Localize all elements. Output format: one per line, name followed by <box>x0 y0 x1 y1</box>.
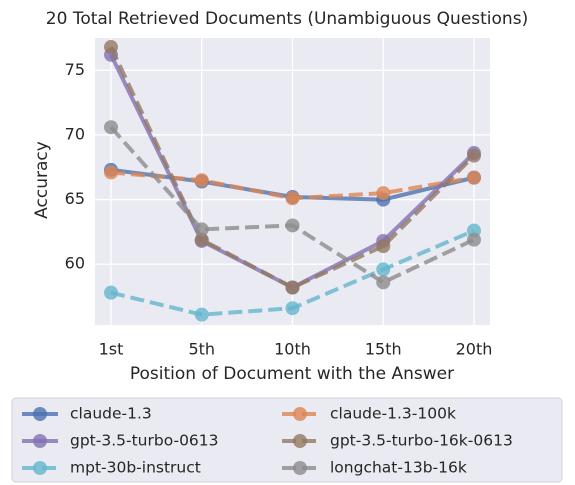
data-point <box>194 307 209 322</box>
legend-label: gpt-3.5-turbo-16k-0613 <box>330 432 513 450</box>
y-tick-label: 60 <box>65 254 85 273</box>
x-tick-label: 15th <box>365 340 402 359</box>
data-point <box>194 173 209 188</box>
legend-marker <box>33 434 47 448</box>
legend-marker <box>293 461 307 475</box>
x-tick-label: 1st <box>99 340 124 359</box>
x-tick-label: 20th <box>456 340 493 359</box>
data-point <box>194 222 209 237</box>
data-point <box>376 275 391 290</box>
x-tick-label: 5th <box>188 340 215 359</box>
chart-title: 20 Total Retrieved Documents (Unambiguou… <box>46 9 528 29</box>
data-point <box>104 120 118 135</box>
data-point <box>194 232 209 247</box>
y-tick-label: 75 <box>65 60 85 79</box>
legend-label: gpt-3.5-turbo-0613 <box>70 432 219 450</box>
data-point <box>104 165 118 180</box>
legend-label: claude-1.3 <box>70 405 152 423</box>
y-axis-label: Accuracy <box>32 141 52 219</box>
legend-marker <box>293 434 307 448</box>
legend-marker <box>33 407 47 421</box>
data-point <box>376 262 391 277</box>
legend-label: mpt-30b-instruct <box>70 459 201 477</box>
data-point <box>285 191 300 206</box>
data-point <box>376 239 391 254</box>
data-point <box>104 285 118 300</box>
legend-marker <box>33 461 47 475</box>
data-point <box>467 170 481 185</box>
data-point <box>467 148 481 163</box>
y-tick-label: 65 <box>65 189 85 208</box>
x-axis-label: Position of Document with the Answer <box>130 364 454 384</box>
data-point <box>104 40 118 55</box>
legend-marker <box>293 407 307 421</box>
legend-label: longchat-13b-16k <box>330 459 467 477</box>
legend-label: claude-1.3-100k <box>330 405 456 423</box>
data-point <box>285 301 300 316</box>
data-point <box>285 280 300 295</box>
y-tick-label: 70 <box>65 124 85 143</box>
data-point <box>467 232 481 247</box>
data-point <box>285 218 300 233</box>
data-point <box>376 186 391 201</box>
x-tick-label: 10th <box>274 340 311 359</box>
series-line <box>109 46 476 290</box>
